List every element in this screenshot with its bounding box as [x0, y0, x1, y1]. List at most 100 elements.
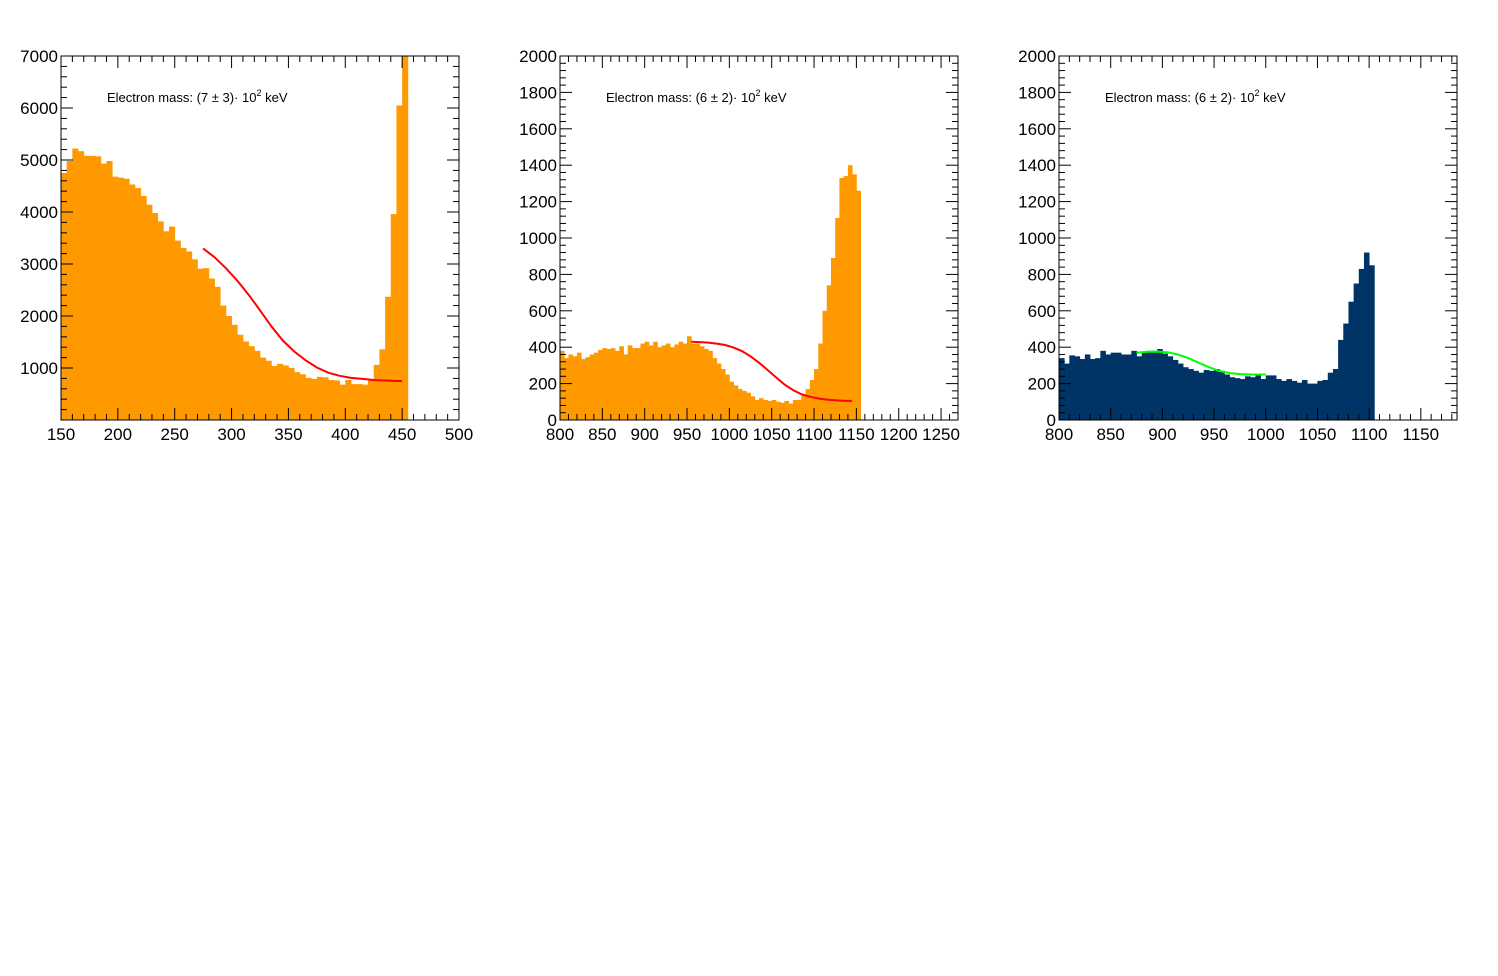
- x-tick-label: 950: [673, 425, 701, 444]
- histogram-bin: [322, 377, 329, 420]
- histogram-bin: [1301, 379, 1308, 420]
- histogram-bin: [839, 177, 845, 420]
- x-tick-label: 250: [161, 425, 189, 444]
- histogram-bin: [1183, 367, 1189, 420]
- histogram-bin: [1312, 383, 1318, 420]
- x-tick-label: 1150: [1403, 425, 1440, 444]
- histogram-bin: [1265, 375, 1272, 420]
- histogram-bin: [771, 399, 777, 420]
- histogram-bin: [237, 334, 244, 420]
- histogram-bin: [1250, 377, 1256, 420]
- histogram-bin: [593, 352, 599, 420]
- histogram-bin: [231, 324, 238, 420]
- histogram-bin: [362, 384, 369, 420]
- histogram-bin: [1219, 370, 1225, 420]
- chart-panel-1: 1000 2000 3000 4000 5000 6000 7000 150 200 250 300…: [0, 0, 499, 460]
- histogram-bin: [1214, 369, 1220, 420]
- histogram-bin: [814, 369, 819, 420]
- histogram-bin: [248, 346, 255, 420]
- y-tick-label: 1400: [1018, 156, 1056, 175]
- histogram-bin: [356, 384, 363, 420]
- electron-mass-annotation: Electron mass: (6 ± 2)· 102 keV: [606, 88, 787, 105]
- y-tick-label: 1800: [519, 83, 557, 102]
- histogram-bin: [581, 359, 586, 420]
- chart-1-svg: 1000 2000 3000 4000 5000 6000 7000 150 200 250 300…: [20, 47, 473, 444]
- histogram-bin: [294, 372, 301, 420]
- histogram-bin: [288, 368, 295, 420]
- y-tick-label: 6000: [20, 99, 58, 118]
- electron-mass-annotation: Electron mass: (7 ± 3)· 102 keV: [107, 88, 288, 105]
- histogram-bin: [691, 343, 696, 420]
- histogram-bin: [260, 357, 267, 420]
- histogram-bin: [157, 221, 164, 420]
- y-tick-label: 1800: [1018, 83, 1056, 102]
- y-tick-label: 7000: [20, 47, 58, 66]
- y-tick-label: 800: [1028, 265, 1056, 284]
- x-tick-label: 150: [47, 425, 75, 444]
- histogram-bin: [1296, 382, 1303, 420]
- axis-ticks: [60, 55, 460, 421]
- histogram-bin: [835, 217, 840, 420]
- y-tick-label: 1000: [519, 229, 557, 248]
- histogram-bin: [1146, 350, 1153, 420]
- histogram-bin: [1198, 372, 1205, 420]
- y-tick-label: 1400: [519, 156, 557, 175]
- histogram-bin: [328, 379, 335, 420]
- histogram-bin: [1110, 352, 1117, 420]
- histogram-bin: [180, 247, 187, 420]
- histogram-bin: [66, 161, 73, 421]
- histogram-bin: [653, 341, 658, 420]
- histogram-bin: [1343, 323, 1349, 420]
- histogram-bin: [106, 161, 113, 421]
- x-tick-label: 450: [388, 425, 416, 444]
- x-tick-label: 800: [546, 425, 574, 444]
- histogram-bin: [801, 394, 806, 420]
- histogram-bin: [1255, 375, 1261, 420]
- histogram-bin: [83, 155, 90, 420]
- chart-panel-3: 0 200 400 600 800 1000 1200 1400 1600 1800 2000 800…: [998, 0, 1497, 460]
- histogram-bins: [1059, 252, 1375, 420]
- histogram-bin: [809, 379, 815, 420]
- histogram-bin: [140, 195, 147, 420]
- histogram-bin: [856, 190, 862, 420]
- histogram-bin: [805, 389, 811, 420]
- histogram-bin: [644, 341, 650, 420]
- histogram-bin: [1322, 379, 1329, 420]
- histogram-bin: [1363, 252, 1370, 420]
- histogram-bin: [1338, 339, 1344, 420]
- histogram-bin: [163, 231, 170, 420]
- histogram-bin: [117, 177, 124, 420]
- histogram-bin: [1332, 369, 1339, 420]
- histogram-bin: [1079, 359, 1086, 420]
- histogram-bins: [61, 56, 409, 421]
- x-tick-label: 1000: [710, 425, 748, 444]
- histogram-bin: [830, 258, 836, 420]
- y-tick-label: 1600: [1018, 120, 1056, 139]
- y-tick-label: 3000: [20, 255, 58, 274]
- histogram-bin: [678, 341, 684, 420]
- histogram-bin: [1245, 376, 1251, 420]
- histogram-bin: [1307, 383, 1313, 420]
- histogram-bin: [670, 347, 675, 420]
- histogram-bin: [725, 374, 730, 420]
- histogram-bin: [1260, 379, 1267, 420]
- histogram-bin: [100, 163, 107, 420]
- histogram-bin: [151, 213, 159, 420]
- histogram-bin: [564, 358, 569, 420]
- histogram-bin: [1177, 363, 1184, 420]
- x-tick-label: 900: [630, 425, 658, 444]
- histogram-bin: [585, 357, 591, 420]
- histogram-bin: [708, 350, 713, 420]
- histogram-bin: [1208, 370, 1215, 420]
- histogram-bin: [623, 354, 629, 420]
- x-tick-label: 350: [274, 425, 302, 444]
- histogram-bin: [640, 343, 646, 420]
- histogram-bin: [95, 156, 102, 421]
- histogram-bin: [598, 349, 603, 420]
- histogram-bin: [847, 165, 853, 420]
- histogram-bin: [146, 204, 153, 420]
- histogram-bin: [282, 365, 289, 420]
- histogram-bin: [822, 310, 828, 420]
- histogram-bin: [560, 350, 565, 420]
- histogram-bin: [1270, 375, 1277, 420]
